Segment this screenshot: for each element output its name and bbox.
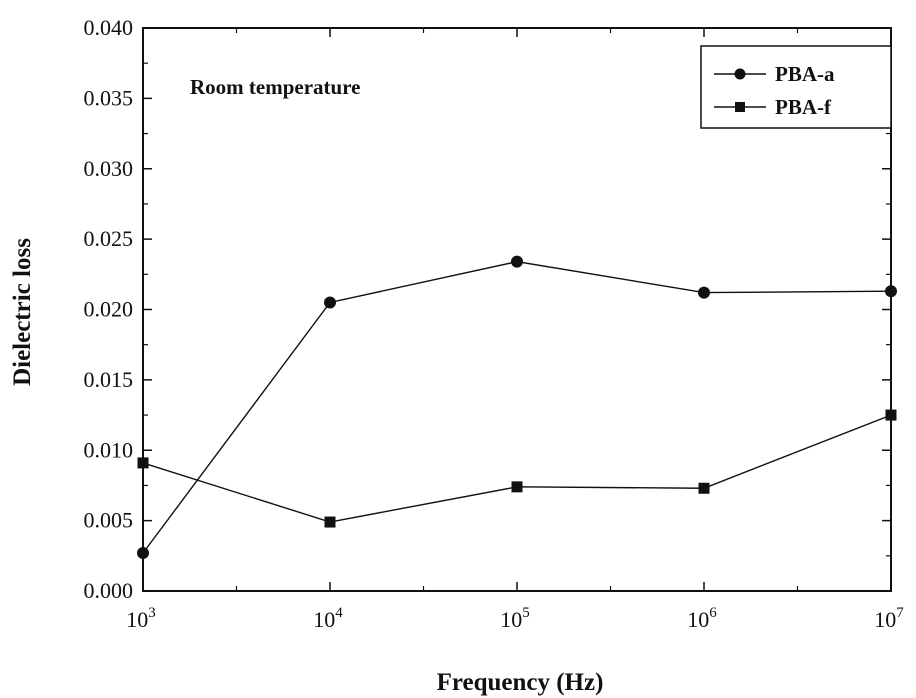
data-point xyxy=(324,296,336,309)
y-tick-label: 0.005 xyxy=(84,508,134,533)
y-tick-label: 0.035 xyxy=(84,85,134,110)
legend-item-pba-f: PBA-f xyxy=(714,95,832,119)
data-point xyxy=(698,482,710,494)
x-tick-base: 10 xyxy=(874,607,896,632)
x-tick-exponent: 3 xyxy=(148,605,156,621)
x-axis: 103 104 105 106 107 xyxy=(126,28,904,632)
y-tick-label: 0.010 xyxy=(84,437,134,462)
x-tick-base: 10 xyxy=(500,607,522,632)
y-tick-label: 0.020 xyxy=(84,297,134,322)
data-point xyxy=(137,457,149,469)
y-tick-label: 0.015 xyxy=(84,367,134,392)
y-tick-label: 0.000 xyxy=(84,578,134,603)
legend-box xyxy=(700,45,892,129)
x-tick-label: 104 xyxy=(313,605,343,632)
series-pba-a xyxy=(137,255,897,559)
x-tick-label: 107 xyxy=(874,605,904,632)
x-tick-base: 10 xyxy=(687,607,709,632)
legend-label: PBA-a xyxy=(775,62,835,86)
chart-annotation: Room temperature xyxy=(190,75,360,99)
data-point xyxy=(324,516,336,528)
legend-marker xyxy=(734,68,746,80)
legend-item-pba-a: PBA-a xyxy=(714,62,835,86)
series-line xyxy=(142,414,892,523)
data-point xyxy=(885,285,897,298)
x-tick-base: 10 xyxy=(313,607,335,632)
legend: PBA-a PBA-f xyxy=(700,45,892,129)
data-point xyxy=(698,286,710,299)
y-axis-title: Dielectric loss xyxy=(9,238,36,386)
data-point xyxy=(137,546,149,559)
y-axis: 0.000 0.005 0.010 0.015 0.020 0.025 0.030 0.035… xyxy=(84,15,891,603)
x-tick-exponent: 4 xyxy=(335,605,343,621)
series-line xyxy=(142,260,892,554)
x-tick-label: 105 xyxy=(500,605,530,632)
data-point xyxy=(511,255,523,268)
y-tick-label: 0.030 xyxy=(84,156,134,181)
x-tick-exponent: 6 xyxy=(709,605,717,621)
y-tick-label: 0.025 xyxy=(84,226,134,251)
x-axis-title: Frequency (Hz) xyxy=(437,669,604,696)
x-tick-label: 103 xyxy=(126,605,156,632)
legend-label: PBA-f xyxy=(775,95,832,119)
x-tick-label: 106 xyxy=(687,605,717,632)
legend-marker xyxy=(735,102,745,112)
x-tick-exponent: 7 xyxy=(896,605,904,621)
series-pba-f xyxy=(137,409,897,528)
data-point xyxy=(885,409,897,421)
series-layer xyxy=(137,255,897,559)
x-tick-exponent: 5 xyxy=(522,605,530,621)
x-tick-base: 10 xyxy=(126,607,148,632)
y-tick-label: 0.040 xyxy=(84,15,134,40)
data-point xyxy=(511,481,523,493)
